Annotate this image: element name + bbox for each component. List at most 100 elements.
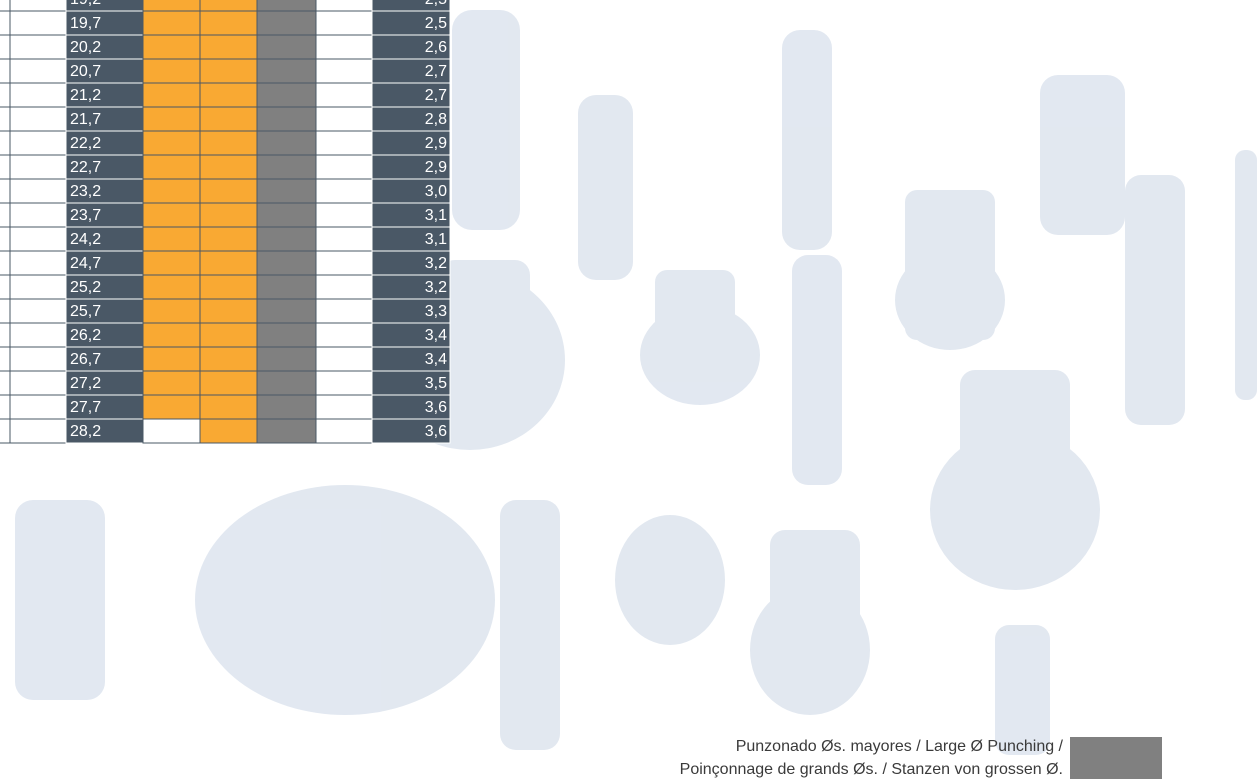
cell — [256, 298, 317, 324]
cell — [256, 274, 317, 300]
cell-text: 21,2 — [70, 87, 101, 104]
cell-text: 26,7 — [70, 351, 101, 368]
cell — [9, 154, 67, 180]
cell — [256, 250, 317, 276]
cell — [9, 394, 67, 420]
cell-text: 2,6 — [425, 39, 447, 56]
cell — [256, 154, 317, 180]
cell — [315, 418, 373, 444]
cell — [0, 106, 11, 132]
cell — [65, 418, 144, 444]
cell — [199, 298, 258, 324]
cell — [371, 130, 451, 156]
cell — [9, 202, 67, 228]
cell — [9, 0, 67, 12]
cell — [65, 10, 144, 36]
cell — [0, 82, 11, 108]
cell — [9, 10, 67, 36]
cell — [0, 274, 11, 300]
cell-text: 28,2 — [70, 423, 101, 440]
cell — [371, 154, 451, 180]
cell — [371, 298, 451, 324]
cell — [0, 298, 11, 324]
legend: Punzonado Øs. mayores / Large Ø Punching… — [680, 737, 1162, 779]
cell — [256, 370, 317, 396]
cell — [371, 58, 451, 84]
cell — [256, 202, 317, 228]
cell-text: 25,7 — [70, 303, 101, 320]
cell-text: 27,2 — [70, 375, 101, 392]
cell — [0, 130, 11, 156]
cell — [315, 0, 373, 12]
cell-text: 19,2 — [70, 0, 101, 8]
cell — [315, 10, 373, 36]
cell-text: 20,2 — [70, 39, 101, 56]
cell-text: 27,7 — [70, 399, 101, 416]
cell — [371, 418, 451, 444]
cell — [199, 274, 258, 300]
cell-text: 2,9 — [425, 135, 447, 152]
cell — [199, 0, 258, 12]
cell-text: 3,1 — [425, 231, 447, 248]
cell-text: 21,7 — [70, 111, 101, 128]
cell — [199, 394, 258, 420]
cell-text: 26,2 — [70, 327, 101, 344]
cell — [315, 130, 373, 156]
cell — [199, 370, 258, 396]
legend-line: Punzonado Øs. mayores / Large Ø Punching… — [736, 738, 1064, 755]
cell — [371, 370, 451, 396]
cell — [0, 322, 11, 348]
cell-text: 23,7 — [70, 207, 101, 224]
legend-swatch — [1070, 737, 1162, 779]
cell-text: 3,1 — [425, 207, 447, 224]
cell — [9, 226, 67, 252]
cell — [315, 202, 373, 228]
cell — [65, 322, 144, 348]
cell-text: 19,7 — [70, 15, 101, 32]
cell — [199, 82, 258, 108]
cell — [315, 346, 373, 372]
cell-text: 2,7 — [425, 87, 447, 104]
cell — [199, 154, 258, 180]
cell — [65, 250, 144, 276]
cell — [315, 274, 373, 300]
cell — [315, 154, 373, 180]
cell — [256, 10, 317, 36]
cell-text: 3,0 — [425, 183, 447, 200]
cell — [256, 322, 317, 348]
cell-text: 23,2 — [70, 183, 101, 200]
cell — [0, 394, 11, 420]
cell — [65, 346, 144, 372]
cell — [0, 58, 11, 84]
cell — [315, 34, 373, 60]
cell — [256, 178, 317, 204]
cell — [0, 34, 11, 60]
cell — [9, 106, 67, 132]
cell-text: 3,3 — [425, 303, 447, 320]
cell — [256, 346, 317, 372]
cell — [9, 82, 67, 108]
cell-text: 3,6 — [425, 423, 447, 440]
cell-text: 3,2 — [425, 279, 447, 296]
cell — [9, 322, 67, 348]
cell-text: 2,9 — [425, 159, 447, 176]
cell — [315, 106, 373, 132]
cell — [9, 250, 67, 276]
cell — [199, 226, 258, 252]
cell — [315, 82, 373, 108]
cell — [0, 250, 11, 276]
cell-text: 2,5 — [425, 0, 447, 8]
cell — [9, 58, 67, 84]
cell — [315, 250, 373, 276]
cell-text: 3,5 — [425, 375, 447, 392]
cell — [142, 154, 201, 180]
cell — [65, 34, 144, 60]
cell-text: 3,4 — [425, 327, 447, 344]
background-tools — [15, 10, 1257, 755]
cell-text: 2,8 — [425, 111, 447, 128]
cell — [256, 130, 317, 156]
cell — [371, 394, 451, 420]
cell — [256, 226, 317, 252]
